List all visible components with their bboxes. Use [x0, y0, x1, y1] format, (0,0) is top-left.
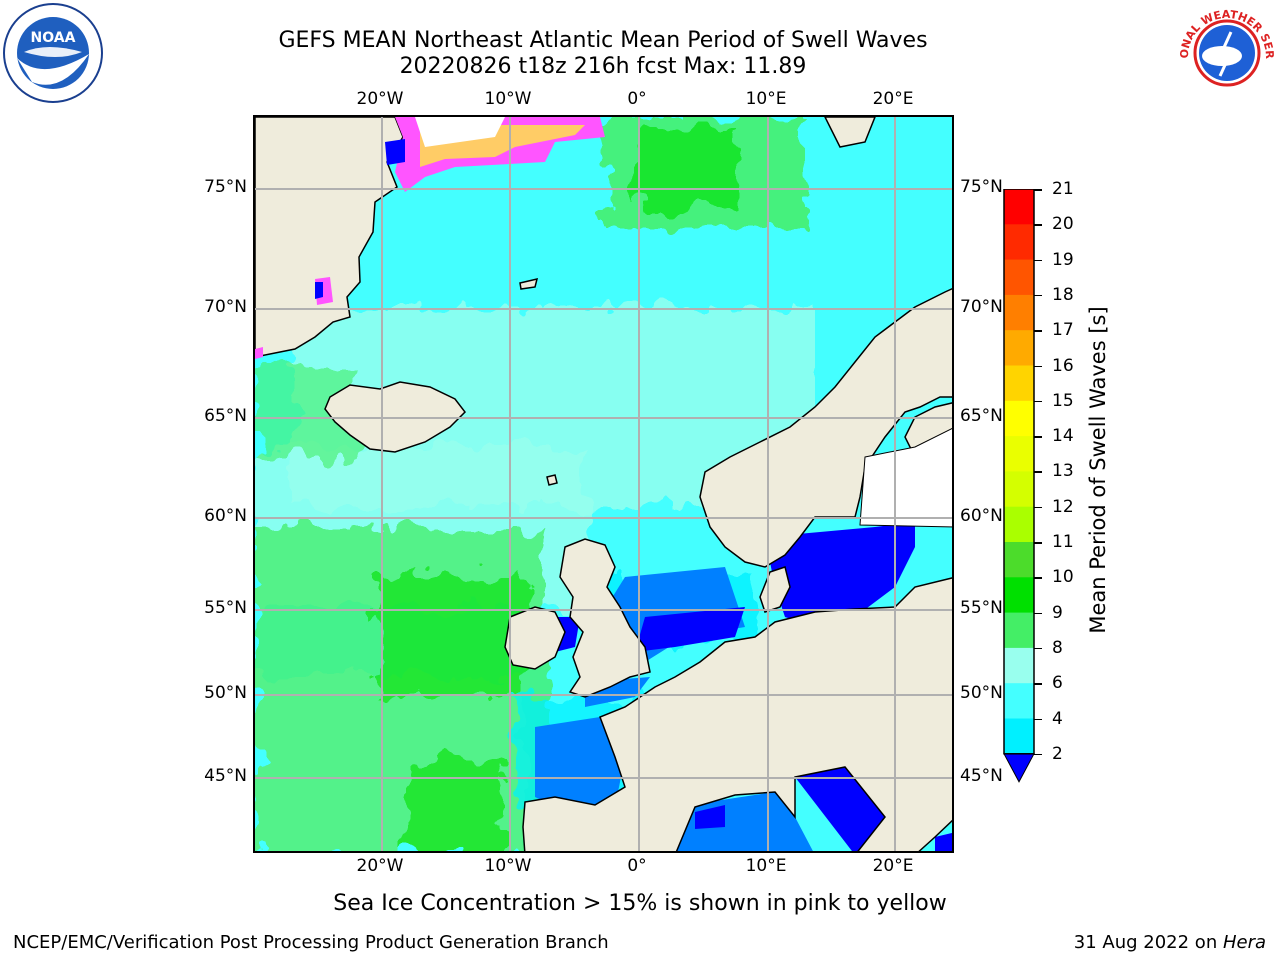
- colorbar-segment: [1004, 436, 1034, 472]
- sea-ice: [255, 117, 605, 359]
- swell-period-field: [255, 117, 815, 851]
- colorbar-tick-label: 11: [1052, 532, 1074, 552]
- footer-date: 31 Aug 2022 on Hera: [1074, 932, 1266, 953]
- colorbar-tick-label: 18: [1052, 284, 1074, 305]
- lon-tick-top: 0°: [627, 89, 647, 109]
- lon-tick-top: 20°W: [356, 89, 404, 109]
- footer-producer: NCEP/EMC/Verification Post Processing Pr…: [13, 932, 609, 953]
- lat-tick-right: 45°N: [960, 766, 1003, 786]
- colorbar-tick-mark: [1034, 683, 1042, 685]
- colorbar-tick-label: 4: [1052, 708, 1063, 729]
- colorbar-tick-label: 13: [1052, 461, 1074, 482]
- footer-host: Hera: [1222, 932, 1266, 953]
- colorbar-segment: [1004, 718, 1034, 755]
- colorbar-segment: [1004, 506, 1034, 543]
- land: [255, 117, 952, 851]
- lon-tick-top: 10°W: [484, 89, 532, 109]
- colorbar-segment: [1004, 365, 1034, 402]
- colorbar-tick-mark: [1034, 506, 1042, 509]
- colorbar-tick-label: 20: [1052, 214, 1074, 235]
- colorbar-tick-label: 14: [1052, 426, 1074, 447]
- colorbar-segment: [1004, 259, 1034, 296]
- colorbar-tick-label: 12: [1052, 496, 1074, 517]
- colorbar-segment: [1004, 647, 1034, 684]
- lon-tick-top: 10°E: [745, 89, 787, 109]
- footer-date-text: 31 Aug 2022 on: [1073, 932, 1223, 953]
- lon-tick-bottom: 10°E: [745, 856, 787, 876]
- colorbar-tick-mark: [1034, 365, 1042, 367]
- colorbar-tick-label: 16: [1052, 355, 1074, 376]
- lat-tick-left: 70°N: [204, 297, 247, 317]
- colorbar-tick-label: 10: [1052, 567, 1074, 588]
- lat-tick-right: 50°N: [960, 683, 1003, 703]
- colorbar-segment: [1004, 189, 1034, 225]
- colorbar-tick-label: 17: [1052, 320, 1074, 341]
- lon-tick-bottom: 20°W: [356, 856, 404, 876]
- svg-text:NOAA: NOAA: [31, 30, 76, 46]
- lat-tick-left: 45°N: [204, 766, 247, 786]
- colorbar-tick-label: 21: [1052, 179, 1074, 199]
- colorbar-segment: [1004, 612, 1034, 649]
- chart-title: GEFS MEAN Northeast Atlantic Mean Period…: [278, 28, 928, 53]
- colorbar-tick-mark: [1034, 294, 1042, 297]
- colorbar-tick-mark: [1034, 718, 1042, 720]
- lat-tick-left: 55°N: [204, 598, 247, 618]
- colorbar-segment: [1004, 330, 1034, 366]
- colorbar-tick-label: 15: [1052, 390, 1074, 411]
- lat-tick-left: 60°N: [204, 506, 247, 526]
- chart-subtitle: 20220826 t18z 216h fcst Max: 11.89: [399, 54, 807, 79]
- lat-tick-left: 75°N: [204, 177, 247, 197]
- noaa-logo: NOAA: [2, 2, 104, 104]
- sea-ice-caption: Sea Ice Concentration > 15% is shown in …: [333, 891, 947, 916]
- colorbar-tick-label: 2: [1052, 743, 1063, 764]
- lon-tick-top: 20°E: [872, 89, 914, 109]
- colorbar: [1003, 188, 1043, 793]
- colorbar-segment: [1004, 683, 1034, 719]
- national-weather-service-logo: NATIONAL WEATHER SERVICE: [1171, 0, 1278, 104]
- swell-period-map: [253, 115, 954, 853]
- colorbar-tick-mark: [1034, 330, 1042, 332]
- lat-tick-right: 70°N: [960, 297, 1003, 317]
- graticule: [255, 117, 952, 851]
- colorbar-tick-mark: [1034, 753, 1042, 756]
- colorbar-tick-mark: [1034, 189, 1042, 191]
- colorbar-tick-label: 19: [1052, 249, 1074, 270]
- colorbar-tick-mark: [1034, 577, 1042, 579]
- colorbar-segment: [1004, 224, 1034, 261]
- colorbar-tick-mark: [1034, 542, 1042, 544]
- colorbar-title: Mean Period of Swell Waves [s]: [1086, 306, 1110, 634]
- colorbar-segment: [1004, 577, 1034, 614]
- lat-tick-right: 75°N: [960, 177, 1003, 197]
- lat-tick-right: 55°N: [960, 598, 1003, 618]
- lat-tick-left: 65°N: [204, 406, 247, 426]
- lon-tick-bottom: 20°E: [872, 856, 914, 876]
- colorbar-tick-mark: [1034, 224, 1042, 226]
- colorbar-segment: [1004, 400, 1034, 437]
- colorbar-tick-mark: [1034, 436, 1042, 438]
- colorbar-tick-label: 6: [1052, 673, 1063, 694]
- lat-tick-right: 65°N: [960, 406, 1003, 426]
- colorbar-tick-mark: [1034, 471, 1042, 473]
- colorbar-tick-label: 9: [1052, 602, 1063, 623]
- colorbar-segment: [1004, 542, 1034, 578]
- lat-tick-left: 50°N: [204, 683, 247, 703]
- lon-tick-bottom: 0°: [627, 856, 647, 876]
- colorbar-tick-mark: [1034, 612, 1042, 615]
- colorbar-segment: [1004, 471, 1034, 508]
- colorbar-tick-mark: [1034, 259, 1042, 262]
- colorbar-tick-label: 8: [1052, 637, 1063, 658]
- lat-tick-right: 60°N: [960, 506, 1003, 526]
- colorbar-tick-mark: [1034, 400, 1042, 403]
- colorbar-segment: [1004, 294, 1034, 331]
- colorbar-tick-mark: [1034, 647, 1042, 650]
- colorbar-extend-arrow: [1003, 753, 1035, 783]
- lon-tick-bottom: 10°W: [484, 856, 532, 876]
